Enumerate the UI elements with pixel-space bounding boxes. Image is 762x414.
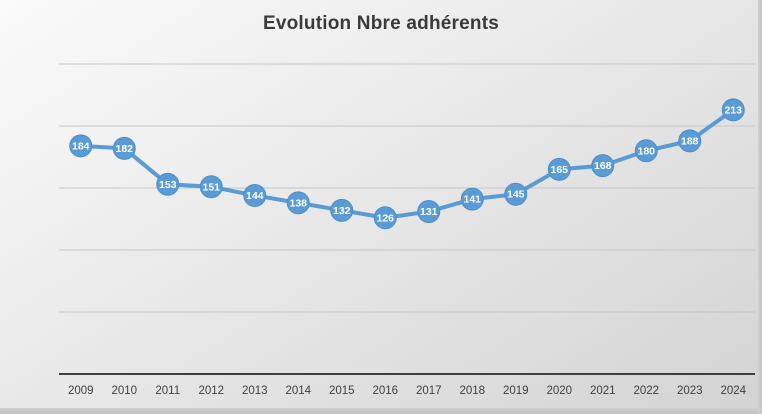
data-point-label: 188 [681, 135, 699, 147]
x-axis-tick-label: 2015 [329, 385, 355, 397]
x-axis-tick-label: 2024 [720, 385, 746, 397]
x-axis-tick-label: 2012 [198, 385, 224, 397]
data-point-label: 182 [115, 143, 133, 155]
data-point-marker[interactable] [634, 139, 658, 163]
x-axis-tick-label: 2017 [416, 385, 442, 397]
data-point-marker[interactable] [243, 183, 267, 207]
data-point-marker[interactable] [330, 198, 354, 222]
data-point-label: 180 [637, 145, 655, 157]
x-axis-tick-label: 2014 [285, 385, 311, 397]
x-axis-tick-label: 2011 [155, 385, 180, 397]
data-point-marker[interactable] [373, 206, 397, 230]
data-point-marker[interactable] [199, 175, 223, 199]
data-point-marker[interactable] [286, 191, 310, 215]
series-line [78, 107, 736, 220]
data-point-marker[interactable] [504, 182, 528, 206]
data-point-marker[interactable] [417, 200, 441, 224]
data-point-label: 141 [463, 194, 481, 206]
data-point-marker[interactable] [547, 157, 571, 181]
x-axis-tick-label: 2021 [590, 385, 616, 397]
data-point-label: 144 [246, 190, 264, 202]
data-point-label: 138 [289, 197, 307, 209]
x-axis-tick-label: 2010 [111, 385, 137, 397]
data-point-marker[interactable] [156, 172, 180, 196]
x-axis-tick-label: 2013 [242, 385, 268, 397]
data-point-label: 151 [202, 181, 220, 193]
data-point-marker[interactable] [591, 154, 615, 178]
data-point-marker[interactable] [460, 187, 484, 211]
data-point-label: 213 [724, 104, 742, 116]
data-point-label: 153 [159, 179, 177, 191]
x-axis-tick-label: 2019 [503, 385, 529, 397]
data-point-marker[interactable] [678, 129, 702, 153]
data-point-label: 132 [333, 205, 351, 217]
data-point-label: 131 [420, 206, 438, 218]
data-point-label: 168 [594, 160, 612, 172]
chart-title: Evolution Nbre adhérents [262, 13, 499, 34]
data-point-marker[interactable] [112, 136, 136, 160]
x-axis-tick-label: 2009 [68, 385, 94, 397]
data-point-marker[interactable] [69, 134, 93, 158]
x-axis-tick-label: 2018 [459, 385, 485, 397]
data-point-marker[interactable] [721, 98, 745, 122]
window-edge-right [758, 0, 762, 414]
data-point-label: 126 [376, 212, 394, 224]
data-point-label: 184 [72, 140, 90, 152]
x-axis-tick-label: 2023 [677, 385, 703, 397]
data-point-label: 165 [550, 164, 568, 176]
data-point-label: 145 [507, 189, 525, 201]
x-axis-tick-label: 2022 [633, 385, 659, 397]
window-edge-bottom [0, 408, 762, 414]
x-axis-tick-label: 2016 [372, 385, 398, 397]
x-axis-tick-label: 2020 [546, 385, 572, 397]
